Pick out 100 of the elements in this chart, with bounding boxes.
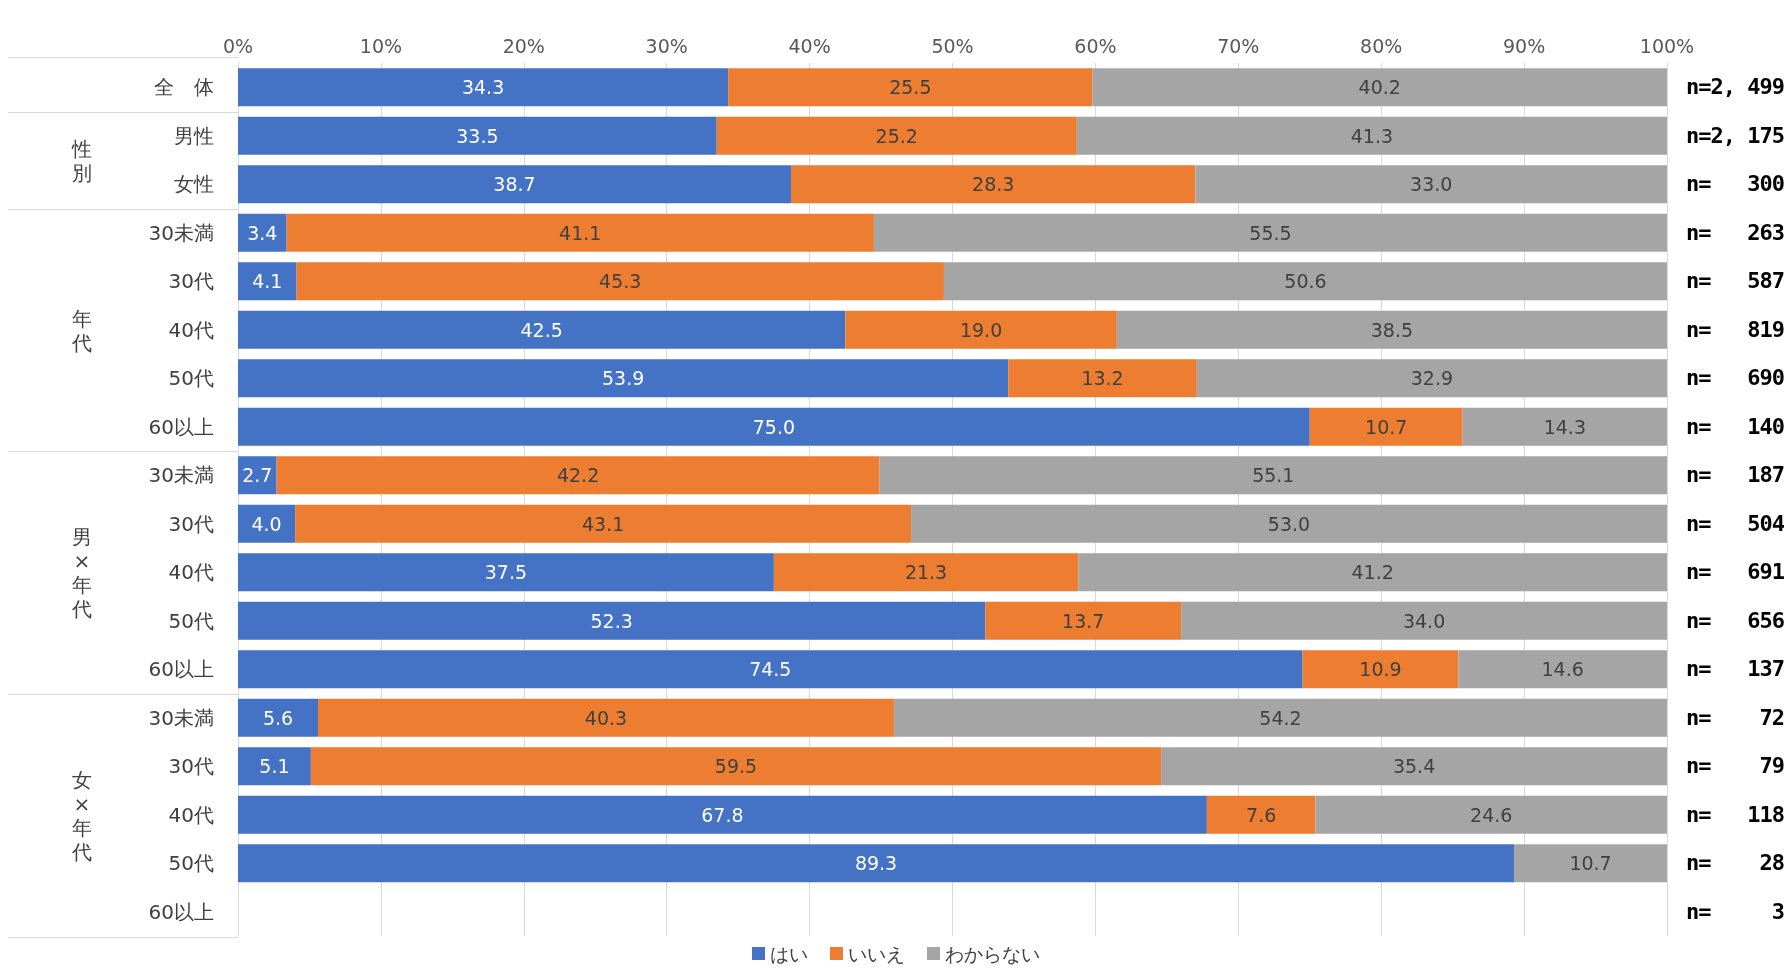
bar (238, 165, 792, 204)
y-tick-label: 50代 (168, 366, 214, 391)
text: n= 79 (1686, 752, 1784, 780)
data-label: 53.0 (1267, 512, 1311, 535)
data-label: 75.0 (752, 415, 796, 438)
text: n=2, 175 (1686, 121, 1784, 150)
text: n= 656 (1686, 606, 1784, 635)
bar (238, 310, 846, 349)
bar (286, 213, 874, 252)
y-tick-label: 女性 (174, 172, 214, 197)
data-label: 42.5 (520, 318, 563, 341)
text: n= 690 (1686, 364, 1784, 392)
text: n= 300 (1686, 170, 1784, 198)
data-label: 21.3 (904, 561, 948, 584)
y-tick-label: 30代 (168, 511, 214, 536)
y-tick-label: 30未満 (148, 705, 214, 730)
bar (943, 262, 1667, 301)
x-tick-label: 40% (788, 34, 831, 57)
data-label: 33.0 (1410, 173, 1453, 196)
data-label: 43.1 (581, 512, 625, 535)
text: n= 28 (1686, 849, 1784, 877)
bar (1116, 310, 1667, 349)
bar (845, 310, 1117, 349)
bar (1458, 650, 1667, 689)
bar (879, 456, 1667, 495)
data-label: 10.9 (1359, 658, 1402, 681)
bar (238, 456, 277, 495)
x-tick-label: 30% (645, 34, 688, 57)
data-label: 37.5 (484, 561, 528, 584)
bar (238, 795, 1207, 834)
bar (1008, 359, 1197, 398)
bar (238, 601, 986, 640)
data-label: 19.0 (959, 318, 1003, 341)
bar (238, 262, 297, 301)
data-label: 40.2 (1358, 76, 1401, 99)
y-tick-label: 30未満 (148, 220, 214, 245)
data-label: 59.5 (714, 755, 758, 778)
bar (238, 359, 1009, 398)
text: 女×年代 (71, 767, 93, 864)
bar (238, 650, 1303, 689)
text: 男×年代 (71, 525, 93, 622)
data-label: 42.2 (556, 464, 600, 487)
bar (238, 844, 1515, 883)
data-label: 38.7 (493, 173, 536, 196)
x-tick-label: 80% (1360, 34, 1403, 57)
y-tick-label: 40代 (168, 802, 214, 827)
x-tick-label: 90% (1502, 34, 1546, 57)
y-tick-label: 30代 (168, 754, 214, 779)
bar (1206, 795, 1316, 834)
data-label: 35.4 (1392, 755, 1436, 778)
data-label: 74.5 (749, 658, 792, 681)
y-tick-label: 40代 (168, 317, 214, 342)
text: n= 819 (1686, 315, 1784, 344)
data-label: 89.3 (854, 852, 898, 875)
data-label: 10.7 (1365, 415, 1408, 438)
bar (296, 262, 944, 301)
data-label: 13.7 (1062, 609, 1105, 632)
data-label: 24.6 (1470, 803, 1513, 826)
bar (773, 553, 1079, 592)
bar (1309, 407, 1463, 446)
data-label: 41.3 (1350, 124, 1394, 147)
data-label: 34.3 (461, 76, 505, 99)
bar (1181, 601, 1667, 640)
text: n= 137 (1686, 655, 1784, 683)
bar (238, 213, 287, 252)
bar (238, 747, 311, 786)
text: n= 3 (1686, 897, 1784, 926)
data-label: 28.3 (972, 173, 1015, 196)
data-label: 10.7 (1569, 852, 1612, 875)
text: n= 691 (1686, 558, 1784, 586)
data-label: 4.0 (251, 512, 282, 535)
y-tick-label: 40代 (168, 560, 214, 585)
bar (1315, 795, 1667, 834)
data-label: 4.1 (252, 270, 283, 293)
data-label: 41.1 (559, 221, 602, 244)
bar (873, 213, 1667, 252)
y-tick-label: 50代 (168, 851, 214, 876)
data-label: 33.5 (456, 124, 499, 147)
bar (276, 456, 880, 495)
x-tick-label: 10% (359, 34, 403, 57)
y-tick-label: 30代 (168, 269, 214, 294)
text: n= 263 (1686, 218, 1784, 247)
bar (238, 68, 729, 107)
data-label: 14.3 (1543, 415, 1586, 438)
data-label: 38.5 (1370, 318, 1414, 341)
legend-label: いいえ (848, 942, 905, 965)
data-label: 13.2 (1081, 367, 1124, 390)
bar (238, 504, 296, 543)
bar (911, 504, 1667, 543)
text: n= 72 (1686, 703, 1784, 732)
bar (238, 698, 319, 737)
data-label: 5.6 (262, 706, 294, 729)
data-label: 52.3 (590, 609, 633, 632)
data-label: 45.3 (599, 270, 642, 293)
data-label: 25.2 (875, 124, 918, 147)
x-tick-label: 60% (1074, 34, 1117, 57)
text: n= 140 (1686, 412, 1784, 441)
bar (238, 407, 1310, 446)
data-label: 7.6 (1246, 803, 1277, 826)
data-label: 14.6 (1541, 658, 1584, 681)
